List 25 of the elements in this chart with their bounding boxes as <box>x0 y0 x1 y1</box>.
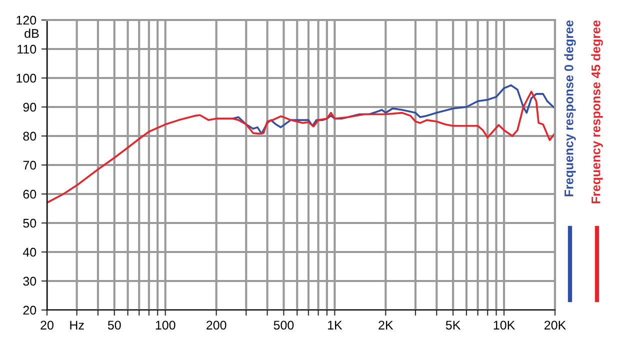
x-tick-label: 1K <box>328 320 342 330</box>
y-tick-label: 50 <box>23 218 36 228</box>
x-tick-label: 100 <box>156 320 176 330</box>
y-tick-label: 90 <box>23 102 36 112</box>
y-tick-label: 20 <box>23 306 36 315</box>
text: Frequency response 45 degree <box>591 20 603 204</box>
y-tick-label: 70 <box>23 160 36 170</box>
y-tick-label: 120 <box>16 16 36 25</box>
x-tick-label: 2K <box>378 320 394 330</box>
x-tick-label: Hz <box>70 320 84 330</box>
y-axis-title: dB <box>24 28 39 38</box>
text: Frequency response 0 degree <box>564 20 576 196</box>
y-tick-label: 100 <box>16 74 36 83</box>
x-tick-label: 5K <box>446 320 461 330</box>
y-tick-label: 110 <box>18 44 36 54</box>
y-tick-label: 40 <box>22 248 36 257</box>
x-tick-label: 10K <box>494 320 516 330</box>
y-tick-label: 30 <box>23 276 36 286</box>
x-tick-label: 20 <box>40 320 54 330</box>
x-tick-label: 50 <box>108 320 121 330</box>
y-tick-label: 80 <box>23 132 36 141</box>
x-tick-label: 20K <box>544 320 566 330</box>
y-tick-label: 60 <box>23 190 36 199</box>
x-tick-label: 200 <box>206 320 226 330</box>
x-tick-label: 500 <box>274 320 294 330</box>
